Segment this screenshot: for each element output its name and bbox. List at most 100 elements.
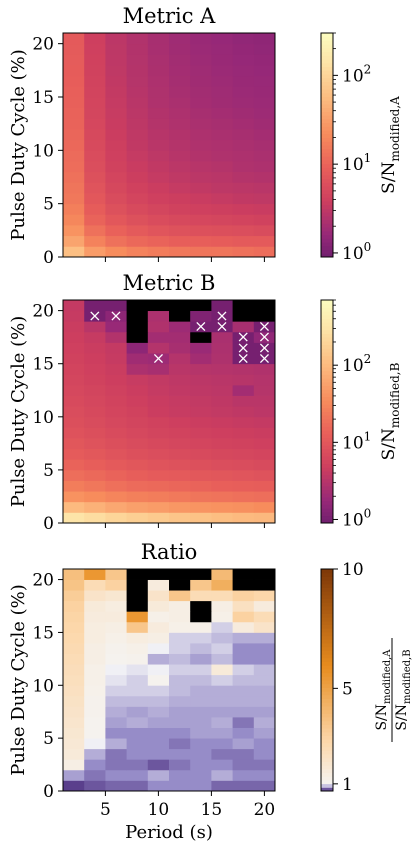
heatmap-cell (126, 459, 149, 471)
heatmap-cell (84, 695, 106, 707)
heatmap-cell (147, 193, 170, 205)
heatmap-cell (84, 75, 106, 87)
heatmap-cell (169, 769, 191, 781)
heatmap-cell (211, 632, 233, 644)
colorbar: 1 5 10 S/Nmodified,AS/Nmodified,B (320, 560, 413, 795)
heatmap-cell (105, 643, 127, 654)
heatmap-cell (169, 469, 191, 481)
heatmap-cell (211, 438, 233, 450)
heatmap-cell (211, 203, 233, 215)
heatmap-cell (169, 695, 191, 707)
heatmap-cell (169, 171, 191, 183)
heatmap-cell (84, 664, 106, 676)
colorbar-segment (321, 485, 333, 491)
heatmap-cell (84, 107, 106, 119)
heatmap-cell (253, 664, 276, 676)
heatmap-cell (147, 738, 170, 750)
colorbar-segment (321, 650, 333, 655)
colorbar-segment (321, 735, 333, 740)
heatmap-cell (63, 310, 85, 322)
colorbar-segment (321, 646, 333, 651)
colorbar-segment (321, 178, 333, 183)
heatmap-cell (63, 300, 85, 312)
colorbar-segment (321, 81, 333, 86)
heatmap-cell (105, 363, 127, 375)
heatmap-cell (253, 225, 276, 237)
heatmap-cell (211, 33, 233, 45)
colorbar-segment (321, 186, 333, 191)
flag-marker: × (236, 348, 249, 367)
heatmap-cell (63, 643, 85, 654)
heatmap-cell (126, 706, 149, 718)
heatmap-cell (63, 214, 85, 226)
heatmap-cell (105, 695, 127, 707)
heatmap-cell (190, 664, 212, 676)
heatmap-cell (253, 491, 276, 503)
colorbar-segment (321, 705, 333, 711)
colorbar-segment (321, 77, 333, 83)
heatmap-cells (63, 33, 276, 258)
heatmap-cell (105, 759, 127, 771)
colorbar-segment (321, 326, 333, 331)
heatmap-cell (63, 321, 85, 333)
heatmap-cells (63, 300, 276, 524)
heatmap-cell (211, 706, 233, 718)
heatmap-cell (147, 491, 170, 503)
colorbar-segment (321, 96, 333, 101)
heatmap-cell (169, 569, 191, 580)
heatmap-cell (190, 416, 212, 428)
heatmap-cell (147, 579, 170, 591)
flag-marker: × (194, 317, 207, 336)
heatmap-cell (169, 579, 191, 591)
colorbar-segment (321, 474, 333, 479)
heatmap-cell (211, 653, 233, 665)
colorbar-segment (321, 100, 333, 105)
heatmap-cell (190, 331, 212, 343)
colorbar-tick-label: 102 (342, 62, 371, 86)
colorbar-segment (321, 171, 333, 176)
colorbar-segment (321, 307, 333, 312)
colorbar-segment (321, 441, 333, 446)
heatmap-cell (84, 469, 106, 481)
y-tick-label: 0 (43, 248, 54, 268)
colorbar-segment (321, 103, 333, 109)
heatmap-cell (63, 759, 85, 771)
heatmap-cell (190, 193, 212, 205)
heatmap-cell (105, 97, 127, 109)
colorbar-segment (321, 635, 333, 640)
colorbar-segment (321, 698, 333, 703)
heatmap-cell (147, 685, 170, 697)
heatmap-cell (211, 759, 233, 771)
heatmap-cell (126, 685, 149, 697)
heatmap-cell (169, 225, 191, 237)
heatmap-cell (126, 43, 149, 55)
heatmap-cell (63, 769, 85, 781)
heatmap-cell (211, 321, 233, 333)
heatmap-cell (232, 706, 255, 718)
heatmap-cell (253, 214, 276, 226)
heatmap-cell (126, 54, 149, 66)
heatmap-cell (169, 674, 191, 686)
colorbar-segment (321, 668, 333, 674)
heatmap-cell (126, 171, 149, 183)
colorbar-segment (321, 378, 333, 383)
heatmap-cell (63, 427, 85, 439)
heatmap-cell (63, 416, 85, 428)
heatmap-cell (84, 611, 106, 623)
heatmap-cell (169, 374, 191, 386)
colorbar-segment (321, 787, 333, 792)
colorbar-segment (321, 779, 333, 785)
heatmap-cell (211, 664, 233, 676)
heatmap-cell (105, 664, 127, 676)
heatmap-cell (84, 310, 106, 322)
colorbar-segment (321, 456, 333, 461)
heatmap-cell (126, 501, 149, 513)
colorbar-segment (321, 724, 333, 729)
colorbar-segment (321, 489, 333, 494)
heatmap-cell (126, 107, 149, 119)
heatmap-cell (126, 321, 149, 333)
heatmap-cell (147, 342, 170, 354)
heatmap-cell (105, 33, 127, 45)
heatmap-cell (147, 139, 170, 151)
heatmap-cell (63, 579, 85, 591)
